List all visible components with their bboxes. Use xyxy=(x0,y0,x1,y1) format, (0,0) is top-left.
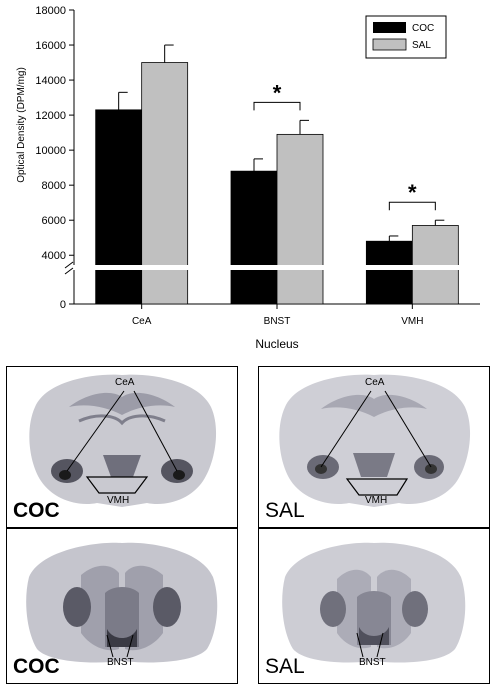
y-tick-label: 10000 xyxy=(35,145,66,157)
brain-section-panel-sal-amygdala: CeA VMH SAL xyxy=(258,366,490,528)
brain-section-panel-coc-amygdala: CeA VMH COC xyxy=(6,366,238,528)
y-tick-label: 4000 xyxy=(42,250,66,262)
y-axis-label: Optical Density (DPM/mg) xyxy=(16,67,27,183)
structure-label-cea: CeA xyxy=(365,377,385,388)
structure-label-cea: CeA xyxy=(115,377,135,388)
bar-sal-vmh xyxy=(411,225,459,305)
bar-coc-vmh xyxy=(365,240,413,305)
panel-label: SAL xyxy=(265,655,305,678)
x-tick-label: BNST xyxy=(264,316,291,327)
legend-label-coc: COC xyxy=(412,23,434,34)
y-tick-label: 0 xyxy=(60,299,66,311)
axis-break-mark xyxy=(64,261,74,269)
brain-section-image xyxy=(29,374,217,507)
significance-marker: * xyxy=(408,180,417,205)
x-tick-label: CeA xyxy=(132,316,152,327)
brain-section-panel-coc-bnst: BNST COC xyxy=(6,528,238,684)
bar-sal-bnst xyxy=(276,133,324,305)
panel-label: COC xyxy=(13,499,60,522)
significance-bracket xyxy=(253,101,301,111)
y-tick-label: 6000 xyxy=(42,215,66,227)
legend-swatch-coc xyxy=(373,22,406,33)
bar-coc-bnst xyxy=(230,170,278,305)
brain-section-image xyxy=(282,542,466,663)
legend: COC SAL xyxy=(365,15,447,59)
axis-break-band xyxy=(64,265,480,270)
significance-marker: * xyxy=(273,80,282,105)
structure-label-vmh: VMH xyxy=(365,495,388,506)
legend-label-sal: SAL xyxy=(412,40,431,51)
brain-section-image xyxy=(279,374,471,507)
structure-label-bnst: BNST xyxy=(359,657,386,668)
y-tick-label: 16000 xyxy=(35,40,66,52)
panel-label: SAL xyxy=(265,499,305,522)
bar-sal-cea xyxy=(141,62,189,305)
y-tick-label: 12000 xyxy=(35,110,66,122)
x-axis-label: Nucleus xyxy=(255,337,298,351)
structure-label-bnst: BNST xyxy=(107,657,134,668)
x-tick-label: VMH xyxy=(401,316,423,327)
bar-chart: Optical Density (DPM/mg) Nucleus 0 4000 60… xyxy=(16,5,480,351)
bar-coc-cea xyxy=(95,109,143,305)
brain-section-image xyxy=(26,542,218,663)
axis-break-mark xyxy=(64,267,74,275)
panel-label: COC xyxy=(13,655,60,678)
y-tick-label: 8000 xyxy=(42,180,66,192)
structure-label-vmh: VMH xyxy=(107,495,130,506)
significance-bracket xyxy=(388,201,436,211)
y-tick-label: 18000 xyxy=(35,5,66,17)
brain-section-panel-sal-bnst: BNST SAL xyxy=(258,528,490,684)
y-tick-label: 14000 xyxy=(35,75,66,87)
legend-swatch-sal xyxy=(372,38,407,51)
